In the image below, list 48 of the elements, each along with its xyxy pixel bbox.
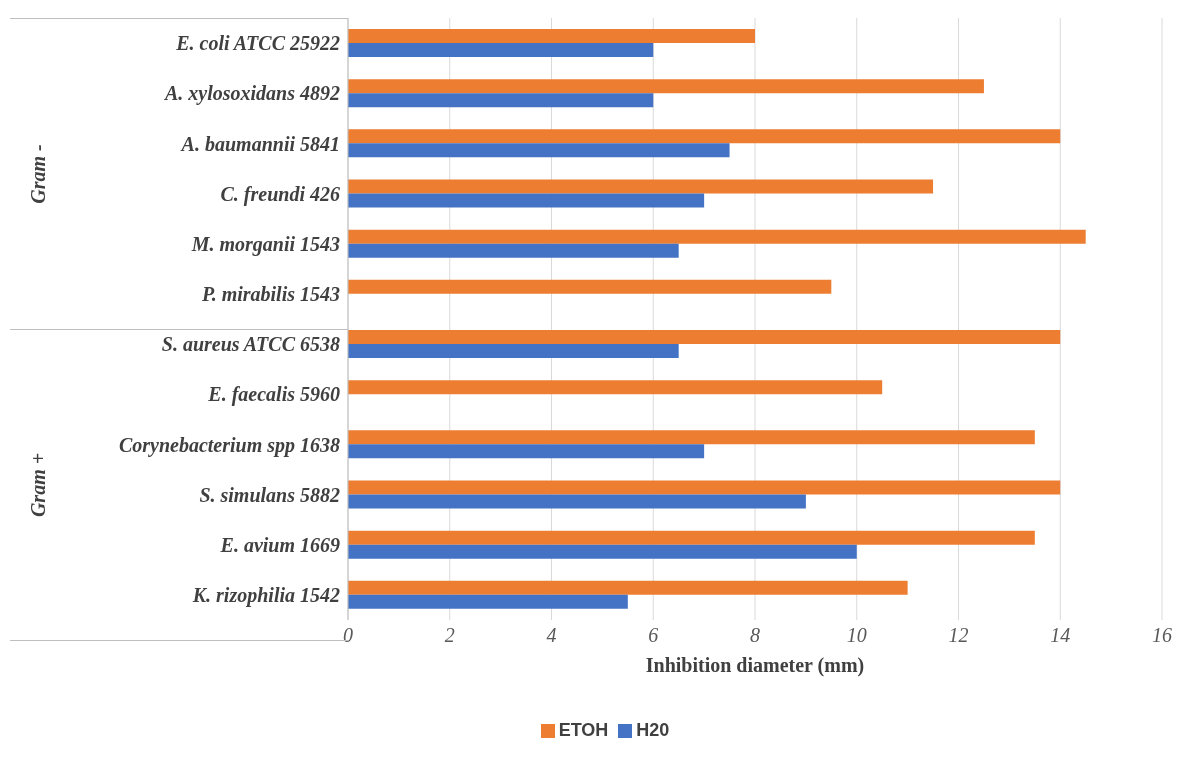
bar	[348, 494, 806, 509]
x-tick-label: 12	[948, 624, 969, 647]
y-tick-label: C. freundi 426	[220, 182, 340, 206]
bar	[348, 229, 1086, 244]
bar	[348, 29, 755, 44]
x-tick-label: 16	[1152, 624, 1172, 647]
y-tick-label: Corynebacterium spp 1638	[118, 433, 340, 457]
bar	[348, 279, 832, 294]
x-axis-title: Inhibition diameter (mm)	[645, 654, 865, 677]
y-tick-label: M. morganii 1543	[190, 232, 340, 256]
bar	[348, 530, 1035, 545]
legend-label: H20	[636, 720, 670, 740]
x-tick-label: 4	[546, 624, 557, 647]
y-tick-label: A. baumannii 5841	[179, 132, 340, 155]
x-tick-label: 2	[444, 624, 455, 647]
bar	[348, 43, 654, 58]
bar	[348, 580, 908, 595]
x-tick-label: 0	[343, 624, 353, 647]
y-tick-label: E. faecalis 5960	[207, 383, 340, 407]
bar	[348, 430, 1035, 445]
x-tick-label: 8	[750, 624, 760, 647]
bar	[348, 544, 857, 559]
x-tick-label: 14	[1050, 624, 1071, 647]
bar	[348, 129, 1061, 144]
y-tick-label: E. avium 1669	[219, 533, 340, 556]
bar	[348, 143, 730, 158]
bar	[348, 444, 705, 459]
y-tick-label: E. coli ATCC 25922	[175, 32, 340, 55]
bar	[348, 243, 679, 258]
bar	[348, 193, 705, 208]
x-tick-label: 10	[846, 624, 867, 647]
legend-label: ETOH	[558, 720, 609, 740]
bar	[348, 79, 984, 94]
x-tick-label: 6	[648, 624, 659, 647]
text: Gram +	[26, 452, 50, 517]
bar	[348, 594, 628, 609]
y-tick-label: K. rizophilia 1542	[191, 584, 340, 608]
text: Gram -	[26, 143, 50, 204]
y-tick-label: S. simulans 5882	[199, 483, 340, 506]
bar	[348, 93, 654, 108]
bar	[348, 480, 1061, 495]
bar	[348, 330, 1061, 345]
y-tick-label: P. mirabilis 1543	[201, 283, 340, 306]
y-tick-label: S. aureus ATCC 6538	[161, 333, 340, 356]
bar	[348, 380, 883, 395]
bar	[348, 344, 679, 359]
y-tick-label: A. xylosoxidans 4892	[162, 82, 340, 106]
bar	[348, 179, 934, 194]
